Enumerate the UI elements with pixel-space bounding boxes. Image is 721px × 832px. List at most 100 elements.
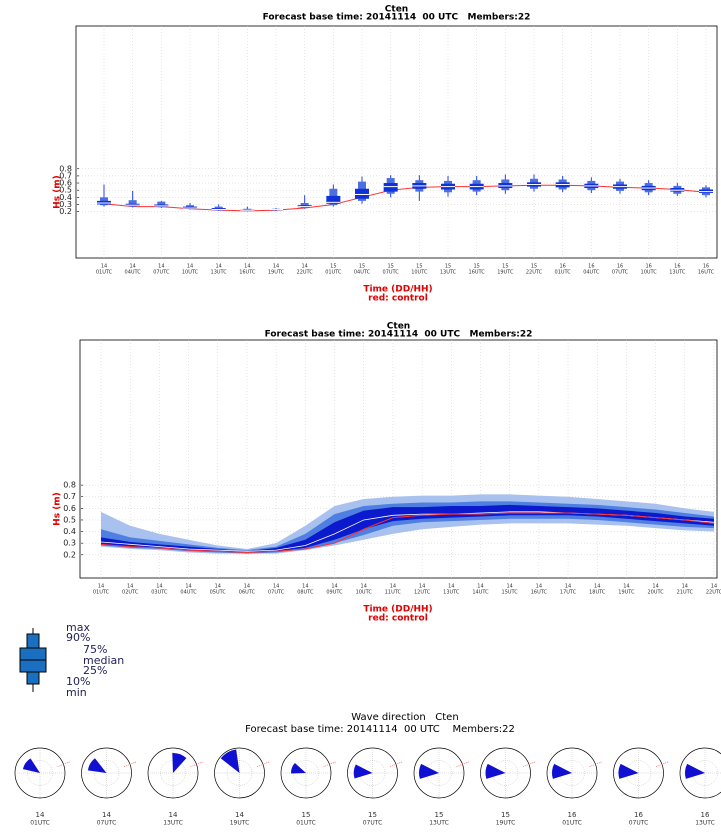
x-tick-label: 20UTC (647, 590, 664, 596)
rose-label: 13UTC (429, 820, 449, 827)
rose-marker (456, 761, 470, 768)
x-tick-label: 18UTC (589, 590, 606, 596)
rose-label: 01UTC (562, 820, 582, 827)
x-tick-label: 14 (273, 264, 279, 270)
x-tick-label: 19UTC (268, 270, 285, 276)
x-tick-label: 11UTC (385, 590, 402, 596)
x-tick-label: 14 (129, 264, 135, 270)
rose-label: 14 (235, 811, 244, 819)
x-tick-label: 14 (185, 584, 191, 590)
x-tick-label: 14 (361, 584, 367, 590)
x-tick-label: 22UTC (706, 590, 721, 596)
rose-label: 13UTC (695, 820, 715, 827)
x-tick-label: 14 (594, 584, 600, 590)
x-tick-label: 16 (559, 264, 565, 270)
chart-subtitle: Forecast base time: 20141114 00 UTC Memb… (245, 724, 515, 735)
x-tick-label: 14UTC (472, 590, 489, 596)
rose-label: 16 (701, 811, 710, 819)
y-tick-label: 0.3 (59, 200, 72, 209)
x-tick-label: 17UTC (560, 590, 577, 596)
direction-wedge (419, 763, 439, 779)
box-25-75 (355, 188, 369, 199)
x-tick-label: 14 (331, 584, 337, 590)
x-tick-label: 04UTC (125, 270, 142, 276)
direction-wedge (220, 749, 240, 773)
x-tick-label: 12UTC (414, 590, 431, 596)
x-tick-label: 02UTC (122, 590, 139, 596)
x-tick-label: 14 (711, 584, 717, 590)
x-tick-label: 10UTC (356, 590, 373, 596)
x-tick-label: 10UTC (641, 270, 658, 276)
x-tick-label: 07UTC (383, 270, 400, 276)
legend-label: 25% (83, 664, 107, 677)
x-tick-label: 14 (98, 584, 104, 590)
rose-label: 19UTC (230, 820, 250, 827)
direction-wedge (552, 763, 572, 779)
x-tick-label: 14 (215, 584, 221, 590)
y-tick-label: 0.6 (59, 179, 72, 188)
x-tick-label: 14 (156, 584, 162, 590)
rose-label: 15 (302, 811, 311, 819)
x-tick-label: 07UTC (268, 590, 285, 596)
plot-area (75, 25, 718, 259)
x-tick-label: 14 (302, 584, 308, 590)
rose-marker (522, 761, 536, 768)
legend-label: min (66, 686, 87, 699)
x-tick-label: 07UTC (153, 270, 170, 276)
x-tick-label: 13UTC (443, 590, 460, 596)
x-tick-label: 01UTC (96, 270, 113, 276)
x-tick-label: 14 (158, 264, 164, 270)
x-tick-label: 19UTC (618, 590, 635, 596)
rose-marker (190, 761, 204, 768)
y-tick-label: 0.3 (63, 539, 76, 548)
direction-wedge (87, 758, 107, 773)
x-tick-label: 14 (477, 584, 483, 590)
rose-label: 14 (102, 811, 111, 819)
chart-title: Cten (387, 322, 410, 332)
legend-label: 10% (66, 675, 90, 688)
chart-subtitle: Forecast base time: 20141114 00 UTC Memb… (263, 13, 531, 23)
y-axis-label: Hs (m) (53, 175, 63, 209)
box-legend: max 90% 75% median 25% 10% min (19, 621, 124, 699)
rose-label: 14 (169, 811, 178, 819)
x-tick-label: 16 (617, 264, 623, 270)
y-tick-label: 0.5 (63, 515, 76, 524)
rose-label: 01UTC (30, 820, 50, 827)
plot-area (79, 339, 718, 579)
x-tick-label: 15UTC (502, 590, 519, 596)
legend-label: median (83, 654, 124, 667)
x-tick-label: 04UTC (583, 270, 600, 276)
direction-wedge (22, 758, 40, 773)
rose-label: 07UTC (363, 820, 383, 827)
control-note: red: control (368, 294, 428, 304)
x-tick-label: 19UTC (497, 270, 514, 276)
x-tick-label: 01UTC (325, 270, 342, 276)
x-tick-label: 01UTC (555, 270, 572, 276)
rose-marker (323, 761, 337, 768)
x-axis-label: Time (DD/HH) (363, 605, 432, 615)
x-tick-label: 14 (127, 584, 133, 590)
x-tick-label: 22UTC (297, 270, 314, 276)
x-tick-label: 16 (703, 264, 709, 270)
x-tick-label: 22UTC (526, 270, 543, 276)
box-10-90 (128, 200, 137, 207)
direction-wedge (685, 763, 705, 779)
x-tick-label: 01UTC (93, 590, 110, 596)
x-tick-label: 15 (531, 264, 537, 270)
y-axis-label: Hs (m) (53, 492, 63, 526)
rose-label: 01UTC (296, 820, 316, 827)
x-tick-label: 14 (623, 584, 629, 590)
y-tick-label: 0.2 (59, 207, 72, 216)
rose-label: 13UTC (163, 820, 183, 827)
rose-label: 15 (435, 811, 444, 819)
rose-marker (57, 761, 71, 768)
